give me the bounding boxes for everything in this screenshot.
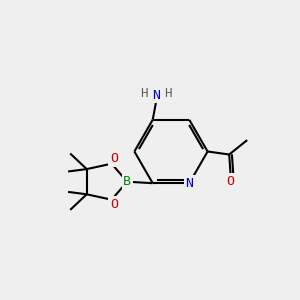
Text: O: O	[110, 152, 118, 165]
Text: H: H	[141, 87, 148, 100]
Text: N: N	[185, 177, 193, 190]
Text: O: O	[110, 198, 118, 211]
Text: N: N	[152, 89, 160, 102]
Text: H: H	[165, 87, 172, 100]
Text: O: O	[227, 175, 235, 188]
Text: B: B	[123, 175, 131, 188]
